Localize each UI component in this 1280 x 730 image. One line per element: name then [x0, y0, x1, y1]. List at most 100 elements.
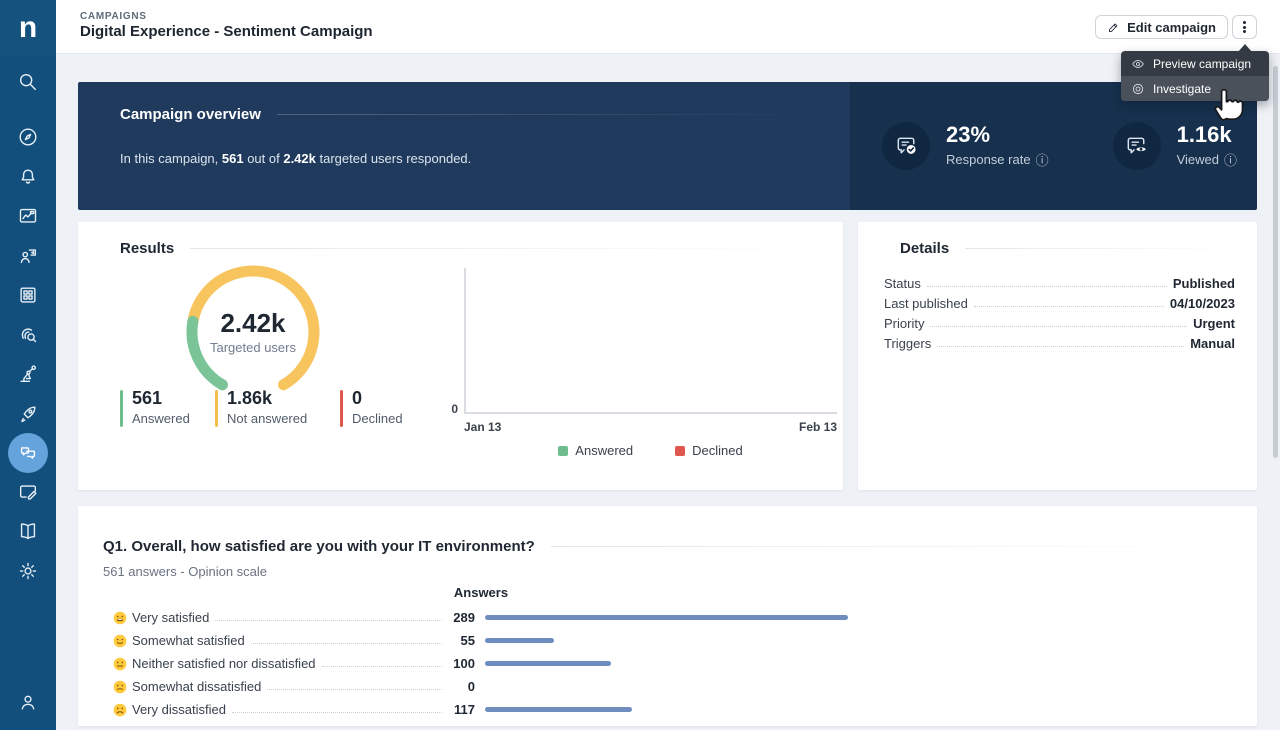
- viewed-label: Viewed: [1176, 152, 1219, 168]
- answer-row: Very dissatisfied 117: [113, 698, 1235, 721]
- sidebar-item-alerts[interactable]: [17, 166, 39, 188]
- info-icon[interactable]: ⓘ: [1223, 153, 1237, 169]
- menu-caret: [1238, 44, 1252, 52]
- sidebar-item-overview[interactable]: [17, 126, 39, 148]
- detail-row-last-published: Last published 04/10/2023: [884, 296, 1235, 311]
- question-title: Q1. Overall, how satisfied are you with …: [103, 538, 535, 555]
- results-title: Results: [120, 240, 175, 257]
- details-title: Details: [900, 240, 950, 257]
- apps-grid-icon: [20, 287, 36, 303]
- question-subtitle: 561 answers - Opinion scale: [103, 564, 268, 579]
- dotted-leader: [930, 326, 1188, 327]
- overview-summary-panel: Campaign overview In this campaign, 561 …: [78, 82, 850, 210]
- smile-face-icon: [113, 634, 127, 647]
- red-bar: [340, 390, 343, 427]
- dotted-leader: [231, 711, 442, 713]
- overview-kpi-panel: 23% Response rate ⓘ 1.16k: [850, 82, 1257, 210]
- fingerprint-search-icon: [21, 328, 37, 343]
- window-pencil-icon: [19, 485, 37, 500]
- divider: [550, 546, 1235, 547]
- targeted-users-gauge: 2.42k Targeted users: [183, 260, 323, 400]
- sidebar: n: [0, 0, 56, 730]
- campaigns-chat-icon: [20, 447, 36, 459]
- red-swatch: [675, 445, 686, 456]
- gauge-label: Targeted users: [210, 340, 296, 355]
- menu-item-investigate[interactable]: Investigate: [1121, 76, 1269, 101]
- eye-icon: [1132, 59, 1144, 68]
- sidebar-item-remote-actions[interactable]: [17, 481, 39, 503]
- answer-bar: [485, 638, 554, 643]
- menu-item-label: Investigate: [1153, 81, 1212, 96]
- answer-row: Neither satisfied nor dissatisfied 100: [113, 652, 1235, 675]
- not-answered-stat: 1.86k Not answered: [215, 388, 340, 427]
- divider: [276, 114, 820, 115]
- dotted-leader: [250, 642, 442, 644]
- menu-item-label: Preview campaign: [1153, 56, 1252, 71]
- bell-icon: [21, 169, 35, 184]
- response-rate-stat: 23% Response rate ⓘ: [882, 122, 1049, 170]
- chat-check-icon: [882, 122, 930, 170]
- green-swatch: [558, 445, 569, 456]
- dashboard-chart-icon: [19, 208, 37, 223]
- detail-row-priority: Priority Urgent: [884, 316, 1235, 331]
- more-actions-button[interactable]: [1232, 15, 1257, 39]
- question-card: Q1. Overall, how satisfied are you with …: [78, 506, 1257, 726]
- grin-face-icon: [113, 611, 127, 624]
- breadcrumb: CAMPAIGNS: [80, 11, 147, 22]
- viewed-stat: 1.16k Viewed ⓘ: [1112, 121, 1237, 170]
- pencil-icon: [1109, 23, 1118, 32]
- sad-face-icon: [113, 703, 127, 716]
- sidebar-item-applications[interactable]: [17, 284, 39, 306]
- book-icon: [20, 523, 36, 540]
- dotted-leader: [215, 619, 442, 621]
- page-title: Digital Experience - Sentiment Campaign: [80, 23, 373, 40]
- nexthink-logo[interactable]: n: [0, 0, 56, 56]
- sidebar-item-automation[interactable]: [17, 363, 39, 385]
- dotted-leader: [321, 665, 442, 667]
- answer-bar: [485, 615, 848, 620]
- yellow-bar: [215, 390, 218, 427]
- sidebar-item-search[interactable]: [17, 71, 39, 93]
- main-content: Campaign overview In this campaign, 561 …: [56, 54, 1280, 730]
- gauge-value: 2.42k: [220, 308, 286, 338]
- response-rate-value: 23%: [946, 121, 991, 147]
- menu-item-preview-campaign[interactable]: Preview campaign: [1121, 51, 1269, 76]
- sidebar-item-settings[interactable]: [17, 560, 39, 582]
- legend-declined: Declined: [675, 443, 743, 458]
- chart-legend: Answered Declined: [464, 443, 837, 458]
- answer-row: Very satisfied 289: [113, 606, 1235, 629]
- status-value: Published: [1172, 276, 1235, 291]
- answer-bar: [485, 707, 632, 712]
- trainer-icon: [20, 249, 37, 264]
- sidebar-item-account[interactable]: [17, 691, 39, 713]
- user-icon: [21, 695, 35, 710]
- vertical-scrollbar-thumb[interactable]: [1273, 66, 1278, 458]
- sidebar-item-launchpad[interactable]: [17, 403, 39, 425]
- last-published-value: 04/10/2023: [1169, 296, 1235, 311]
- responses-timeline-chart: [464, 268, 837, 414]
- overview-summary-text: In this campaign, 561 out of 2.42k targe…: [120, 151, 472, 166]
- sidebar-item-adoption[interactable]: [17, 245, 39, 267]
- detail-row-triggers: Triggers Manual: [884, 336, 1235, 351]
- viewed-value: 1.16k: [1176, 121, 1232, 147]
- sidebar-item-campaigns[interactable]: [8, 433, 48, 473]
- sidebar-item-dashboards[interactable]: [17, 205, 39, 227]
- dotted-leader: [926, 286, 1167, 287]
- answer-row: Somewhat dissatisfied 0: [113, 675, 1235, 698]
- rocket-icon: [21, 406, 36, 423]
- x-axis-end-label: Feb 13: [798, 420, 837, 434]
- legend-answered: Answered: [558, 443, 633, 458]
- sidebar-item-library[interactable]: [17, 520, 39, 542]
- overview-title: Campaign overview: [120, 106, 261, 123]
- sidebar-item-investigations[interactable]: [17, 324, 39, 346]
- triggers-value: Manual: [1190, 336, 1235, 351]
- priority-value: Urgent: [1193, 316, 1235, 331]
- chat-eye-icon: [1112, 122, 1161, 170]
- green-bar: [120, 390, 123, 427]
- info-icon[interactable]: ⓘ: [1035, 153, 1049, 169]
- edit-campaign-button[interactable]: Edit campaign: [1095, 15, 1228, 39]
- gear-icon: [19, 562, 37, 580]
- robot-arm-icon: [20, 365, 37, 383]
- edit-campaign-label: Edit campaign: [1127, 19, 1216, 35]
